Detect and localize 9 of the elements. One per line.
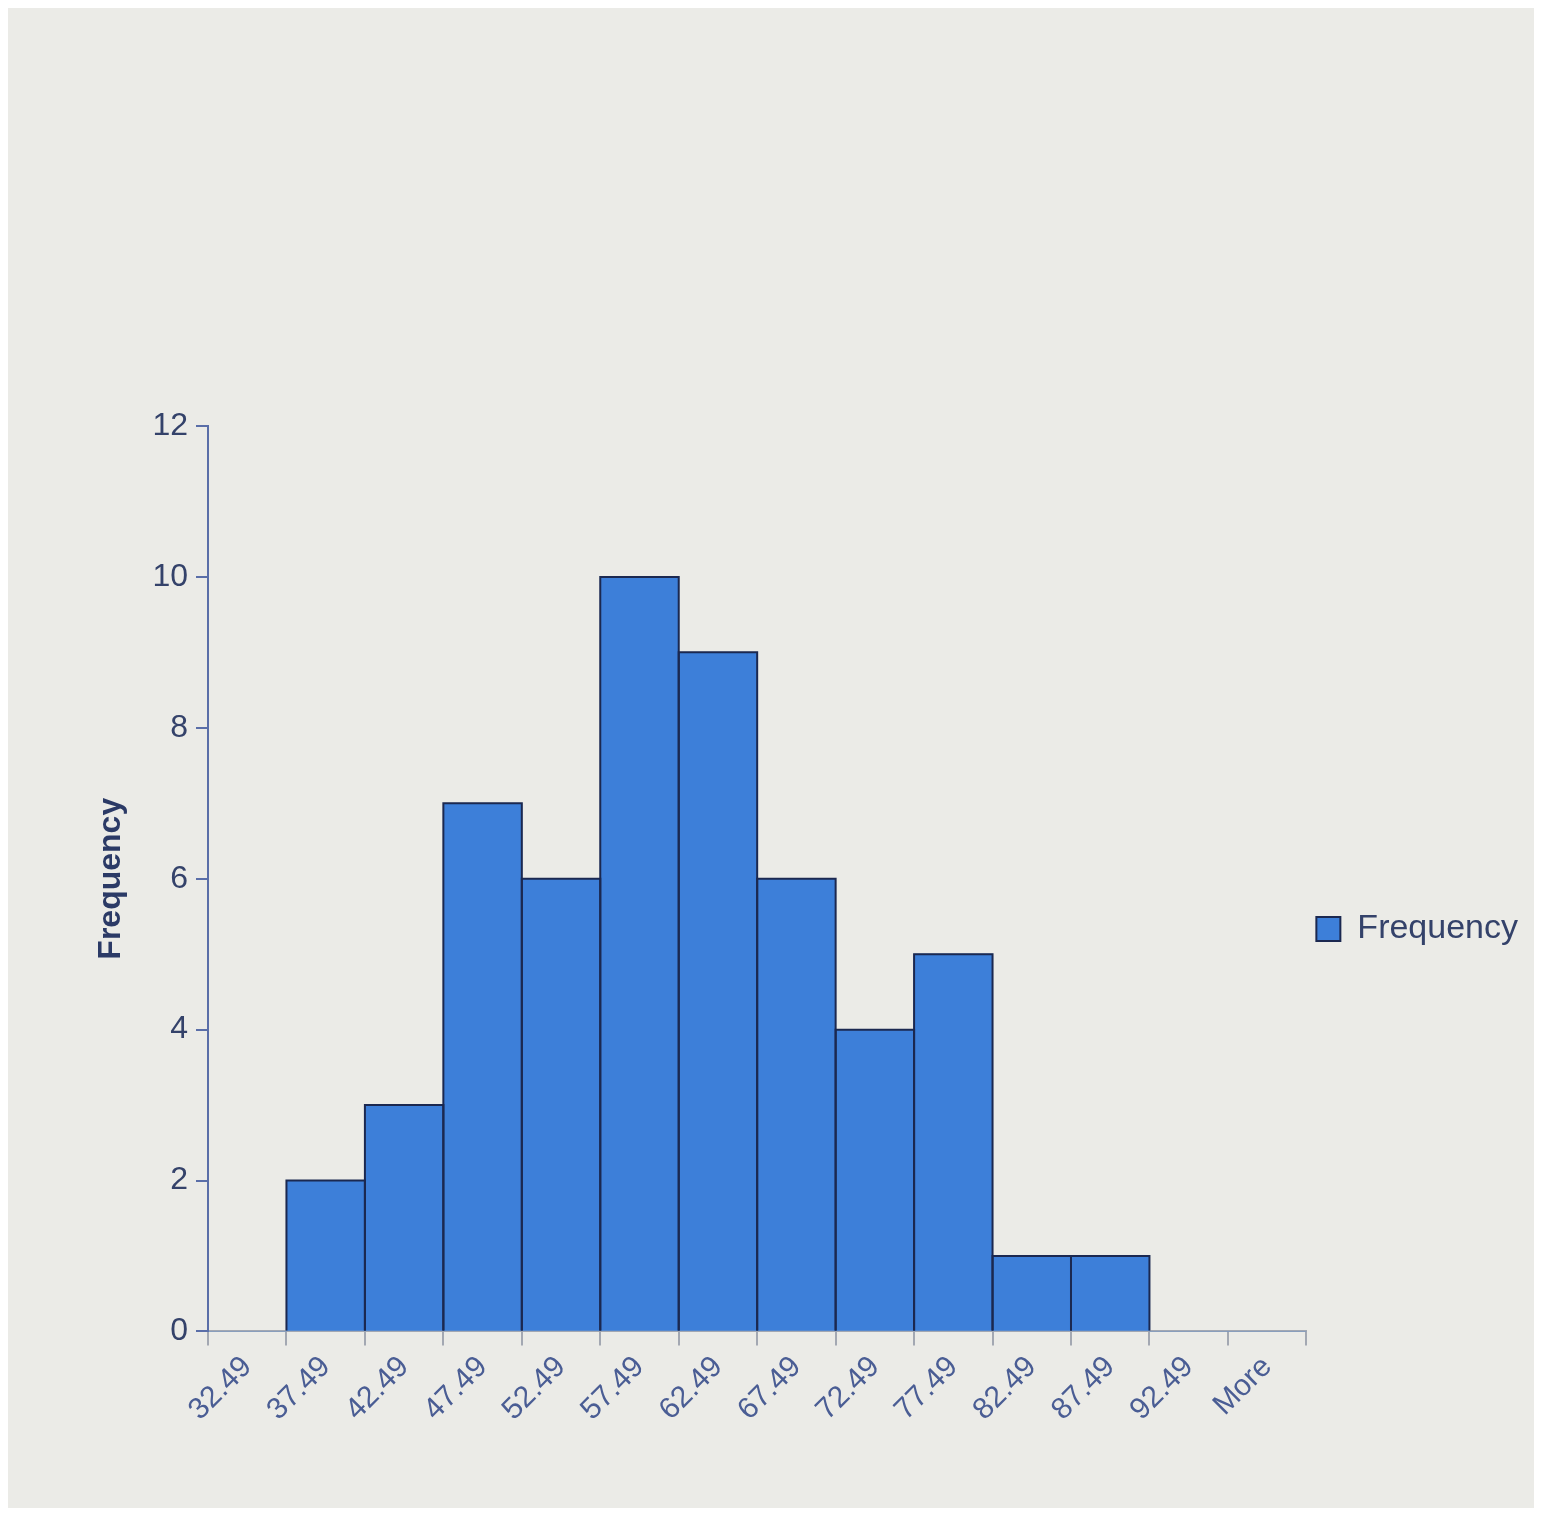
y-axis-title: Frequency xyxy=(91,797,128,960)
y-tick-label: 6 xyxy=(170,858,188,895)
legend-label: Frequency xyxy=(1357,907,1518,946)
y-tick-label: 2 xyxy=(170,1160,188,1197)
y-tick-label: 4 xyxy=(170,1009,188,1046)
y-tick-label: 0 xyxy=(170,1311,188,1348)
y-tick-label: 10 xyxy=(152,556,188,593)
y-tick-label: 8 xyxy=(170,707,188,744)
y-tick-label: 12 xyxy=(152,405,188,442)
